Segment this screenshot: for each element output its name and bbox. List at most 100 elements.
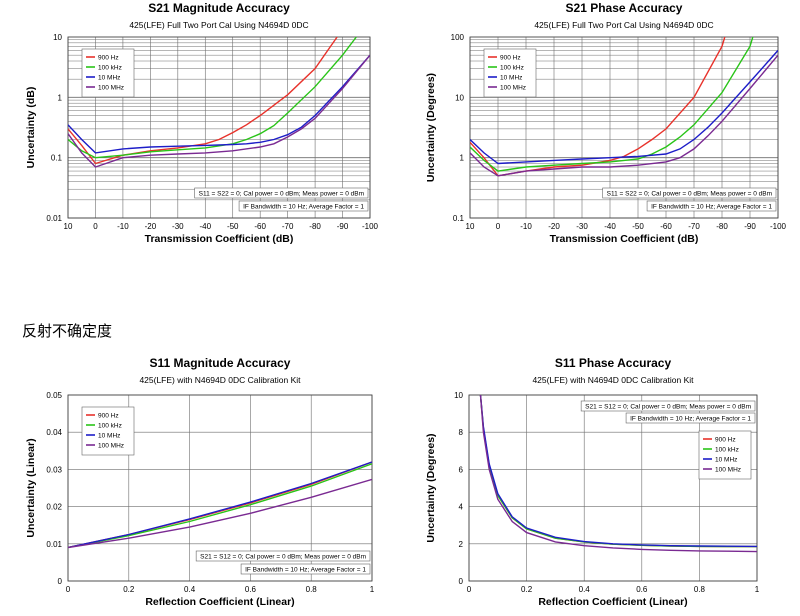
chart-subtitle: 425(LFE) Full Two Port Cal Using N4694D … — [534, 20, 713, 30]
x-tick-label: -30 — [172, 222, 184, 231]
x-tick-label: -50 — [632, 222, 644, 231]
x-axis-label: Transmission Coefficient (dB) — [550, 233, 699, 245]
y-tick-label: 4 — [459, 503, 464, 512]
x-tick-label: -40 — [604, 222, 616, 231]
x-tick-label: 0.2 — [521, 585, 533, 594]
y-axis-label: Uncertainty (Degrees) — [425, 433, 437, 542]
s21-phase-chart: S21 Phase Accuracy 425(LFE) Full Two Port… — [400, 0, 800, 260]
x-tick-label: -100 — [770, 222, 787, 231]
legend-label: 900 Hz — [715, 437, 736, 444]
legend-label: 100 MHz — [715, 467, 741, 474]
series-line-0 — [68, 461, 372, 549]
legend-label: 10 MHz — [500, 75, 522, 82]
chart-title: S11 Magnitude Accuracy — [150, 356, 291, 370]
annotation-box: S11 = S22 = 0; Cal power = 0 dBm; Meas p… — [602, 187, 777, 199]
y-tick-label: 100 — [451, 33, 465, 42]
annotation-box: IF Bandwidth = 10 Hz; Average Factor = 1 — [240, 563, 371, 575]
x-tick-label: 0.8 — [306, 585, 318, 594]
legend: 900 Hz 100 kHz 10 MHz 100 MHz — [483, 48, 537, 98]
annotation-text: S11 = S22 = 0; Cal power = 0 dBm; Meas p… — [607, 191, 772, 198]
x-tick-label: 0.4 — [579, 585, 591, 594]
legend-label: 100 MHz — [98, 85, 124, 92]
legend-label: 900 Hz — [98, 55, 119, 62]
series-line-1 — [68, 463, 372, 549]
y-tick-label: 0.1 — [453, 214, 465, 223]
x-tick-label: -20 — [548, 222, 560, 231]
x-tick-label: -100 — [362, 222, 379, 231]
series-line-3 — [479, 395, 757, 553]
legend-label: 100 kHz — [500, 65, 524, 72]
annotation-text: IF Bandwidth = 10 Hz; Average Factor = 1 — [243, 204, 364, 211]
s11-magnitude-chart: S11 Magnitude Accuracy 425(LFE) with N469… — [0, 355, 400, 616]
legend: 900 Hz 100 kHz 10 MHz 100 MHz — [81, 48, 135, 98]
chart-subtitle: 425(LFE) with N4694D 0DC Calibration Kit — [139, 375, 301, 385]
x-tick-label: 1 — [370, 585, 375, 594]
y-tick-label: 10 — [455, 93, 464, 102]
x-tick-label: -70 — [282, 222, 294, 231]
chart-svg: S21 Phase Accuracy 425(LFE) Full Two Port… — [425, 1, 787, 245]
x-tick-label: -10 — [520, 222, 532, 231]
series-line-2 — [68, 54, 370, 154]
series-line-2 — [68, 461, 372, 549]
x-tick-label: 10 — [64, 222, 73, 231]
x-tick-label: 0.2 — [123, 585, 135, 594]
legend-label: 900 Hz — [98, 413, 119, 420]
x-tick-label: 1 — [755, 585, 760, 594]
annotation-text: IF Bandwidth = 10 Hz; Average Factor = 1 — [651, 204, 772, 211]
annotation-text: S11 = S22 = 0; Cal power = 0 dBm; Meas p… — [199, 191, 364, 198]
series-line-2 — [470, 49, 778, 165]
x-tick-label: 0 — [496, 222, 501, 231]
x-tick-label: -90 — [337, 222, 349, 231]
annotation-text: S21 = S12 = 0; Cal power = 0 dBm; Meas p… — [200, 554, 366, 561]
x-tick-label: 0.8 — [694, 585, 706, 594]
x-tick-label: 0 — [467, 585, 472, 594]
x-tick-label: -90 — [744, 222, 756, 231]
y-axis-label: Uncertainty (Degrees) — [425, 73, 437, 182]
chart-title: S21 Magnitude Accuracy — [148, 1, 290, 15]
legend-label: 100 kHz — [715, 447, 739, 454]
x-axis-label: Reflection Coefficient (Linear) — [538, 596, 687, 608]
series-line-3 — [68, 478, 372, 549]
x-tick-label: -70 — [688, 222, 700, 231]
x-tick-label: -40 — [199, 222, 211, 231]
x-tick-label: 0.6 — [636, 585, 648, 594]
legend-label: 100 kHz — [98, 423, 122, 430]
legend-label: 100 kHz — [98, 65, 122, 72]
annotation-text: IF Bandwidth = 10 Hz; Average Factor = 1 — [630, 416, 751, 423]
legend-label: 10 MHz — [98, 433, 120, 440]
y-tick-label: 0.03 — [46, 465, 62, 474]
s11-phase-chart: S11 Phase Accuracy 425(LFE) with N4694D 0… — [400, 355, 800, 616]
x-tick-label: -60 — [660, 222, 672, 231]
x-axis-label: Reflection Coefficient (Linear) — [145, 596, 294, 608]
annotation-box: S21 = S12 = 0; Cal power = 0 dBm; Meas p… — [195, 550, 371, 562]
annotation-text: S21 = S12 = 0; Cal power = 0 dBm; Meas p… — [585, 404, 751, 411]
annotation-box: IF Bandwidth = 10 Hz; Average Factor = 1 — [625, 412, 756, 424]
y-tick-label: 6 — [459, 465, 464, 474]
y-tick-label: 1 — [460, 154, 465, 163]
legend-label: 10 MHz — [715, 457, 737, 464]
series-line-1 — [470, 37, 754, 172]
annotation-box: IF Bandwidth = 10 Hz; Average Factor = 1 — [646, 200, 777, 212]
chart-title: S21 Phase Accuracy — [566, 1, 683, 15]
legend: 900 Hz 100 kHz 10 MHz 100 MHz — [81, 406, 135, 456]
x-tick-label: -80 — [309, 222, 321, 231]
chart-svg: S21 Magnitude Accuracy 425(LFE) Full Two … — [25, 1, 379, 245]
annotation-box: S11 = S22 = 0; Cal power = 0 dBm; Meas p… — [194, 187, 369, 199]
y-tick-label: 10 — [454, 391, 463, 400]
legend-label: 900 Hz — [500, 55, 521, 62]
y-tick-label: 10 — [53, 33, 62, 42]
legend-label: 100 MHz — [500, 85, 526, 92]
chart-svg: S11 Phase Accuracy 425(LFE) with N4694D 0… — [425, 356, 760, 608]
x-tick-label: -60 — [254, 222, 266, 231]
annotation-box: S21 = S12 = 0; Cal power = 0 dBm; Meas p… — [580, 400, 756, 412]
y-tick-label: 0 — [459, 577, 464, 586]
y-tick-label: 1 — [58, 93, 63, 102]
y-tick-label: 0.1 — [51, 154, 63, 163]
y-axis-label: Uncertainty (Linear) — [25, 438, 37, 537]
x-tick-label: -80 — [716, 222, 728, 231]
x-axis-label: Transmission Coefficient (dB) — [145, 233, 294, 245]
x-tick-label: 0.6 — [245, 585, 257, 594]
annotation-text: IF Bandwidth = 10 Hz; Average Factor = 1 — [245, 567, 366, 574]
legend-label: 10 MHz — [98, 75, 120, 82]
y-tick-label: 0.01 — [46, 214, 62, 223]
